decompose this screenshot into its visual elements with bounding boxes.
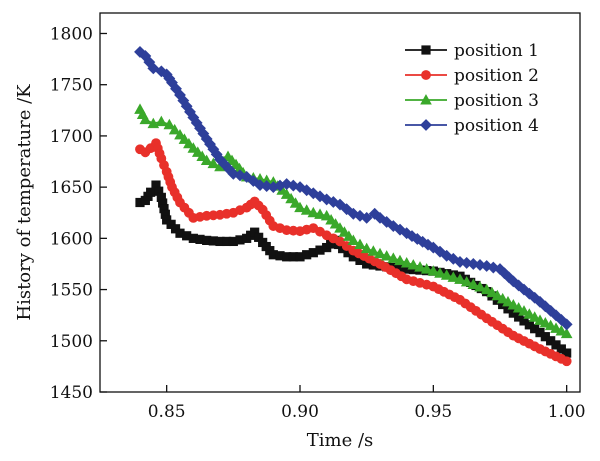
- legend-item: position 2: [405, 66, 539, 86]
- data-point: [523, 308, 536, 319]
- y-tick-label: 1750: [50, 76, 93, 96]
- data-point: [560, 327, 573, 339]
- data-point: [427, 265, 440, 276]
- data-point: [507, 299, 520, 310]
- data-point: [480, 283, 493, 295]
- data-point: [474, 281, 486, 292]
- legend-item: position 4: [405, 116, 539, 136]
- data-point: [200, 154, 213, 166]
- data-point: [447, 271, 460, 282]
- legend-marker: [420, 119, 432, 131]
- data-point: [496, 292, 509, 304]
- data-point: [434, 267, 446, 278]
- data-point: [394, 254, 406, 266]
- data-point: [400, 257, 413, 268]
- data-point: [387, 252, 400, 263]
- data-point: [207, 157, 220, 169]
- data-point: [460, 275, 473, 287]
- y-tick-label: 1650: [50, 178, 93, 198]
- x-tick-label: 1.00: [548, 402, 586, 422]
- series-2: [135, 138, 572, 367]
- data-point: [374, 247, 386, 259]
- data-point: [307, 206, 320, 218]
- data-point: [414, 261, 426, 272]
- data-point: [360, 242, 373, 254]
- data-point: [367, 245, 380, 256]
- legend-item: position 1: [405, 41, 539, 61]
- data-point: [347, 234, 360, 245]
- x-axis-title: Time /s: [307, 430, 374, 451]
- plot-frame: [99, 12, 581, 393]
- data-point: [354, 238, 366, 250]
- legend-marker: [421, 70, 431, 80]
- x-tick-label: 0.85: [148, 402, 186, 422]
- data-point: [335, 236, 345, 247]
- series-4: [134, 46, 573, 331]
- data-point: [163, 118, 176, 130]
- data-point: [518, 305, 530, 316]
- y-tick-label: 1600: [50, 229, 93, 249]
- data-point: [467, 278, 480, 289]
- series-layer: [134, 46, 573, 367]
- data-point: [420, 263, 433, 274]
- data-point: [560, 318, 573, 331]
- ticks-layer: 0.85 0.90 0.95 1.00 1450 1500 1550 1600 1650 1700…: [50, 24, 586, 422]
- data-point: [247, 175, 260, 187]
- legend-label: position 3: [454, 91, 539, 111]
- data-point: [491, 289, 504, 301]
- legend: position 1 position 2 position 3 position 4: [405, 41, 539, 136]
- y-tick-label: 1450: [50, 383, 93, 403]
- legend-marker: [421, 45, 431, 55]
- legend-label: position 4: [454, 116, 539, 136]
- y-tick-label: 1700: [50, 127, 93, 147]
- data-point: [155, 115, 168, 127]
- data-point: [486, 286, 498, 298]
- data-point: [168, 123, 181, 135]
- data-point: [512, 302, 525, 313]
- data-point: [528, 311, 541, 322]
- data-point: [139, 113, 152, 125]
- data-point: [454, 273, 466, 284]
- data-point: [561, 356, 572, 367]
- legend-label: position 2: [454, 66, 539, 86]
- y-tick-label: 1800: [50, 24, 93, 44]
- data-point: [360, 211, 373, 224]
- data-point: [440, 269, 453, 280]
- y-tick-label: 1500: [50, 332, 93, 352]
- data-point: [294, 201, 306, 213]
- data-point: [407, 259, 420, 270]
- data-point: [300, 204, 313, 215]
- y-tick-label: 1550: [50, 281, 93, 301]
- x-tick-label: 0.90: [281, 402, 319, 422]
- x-tick-label: 0.95: [414, 402, 452, 422]
- legend-item: position 3: [405, 91, 539, 111]
- legend-label: position 1: [454, 41, 539, 61]
- data-point: [314, 208, 326, 219]
- data-point: [502, 295, 514, 307]
- legend-marker: [420, 94, 432, 105]
- y-axis-title: History of temperature /K: [14, 84, 35, 321]
- data-point: [380, 250, 393, 261]
